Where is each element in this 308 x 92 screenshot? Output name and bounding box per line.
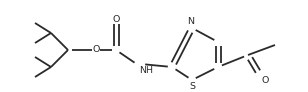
Text: N: N: [188, 17, 194, 26]
Text: O: O: [261, 76, 268, 85]
Text: NH: NH: [139, 66, 153, 75]
Text: S: S: [189, 82, 195, 91]
Text: O: O: [92, 46, 100, 54]
Text: O: O: [112, 15, 120, 24]
